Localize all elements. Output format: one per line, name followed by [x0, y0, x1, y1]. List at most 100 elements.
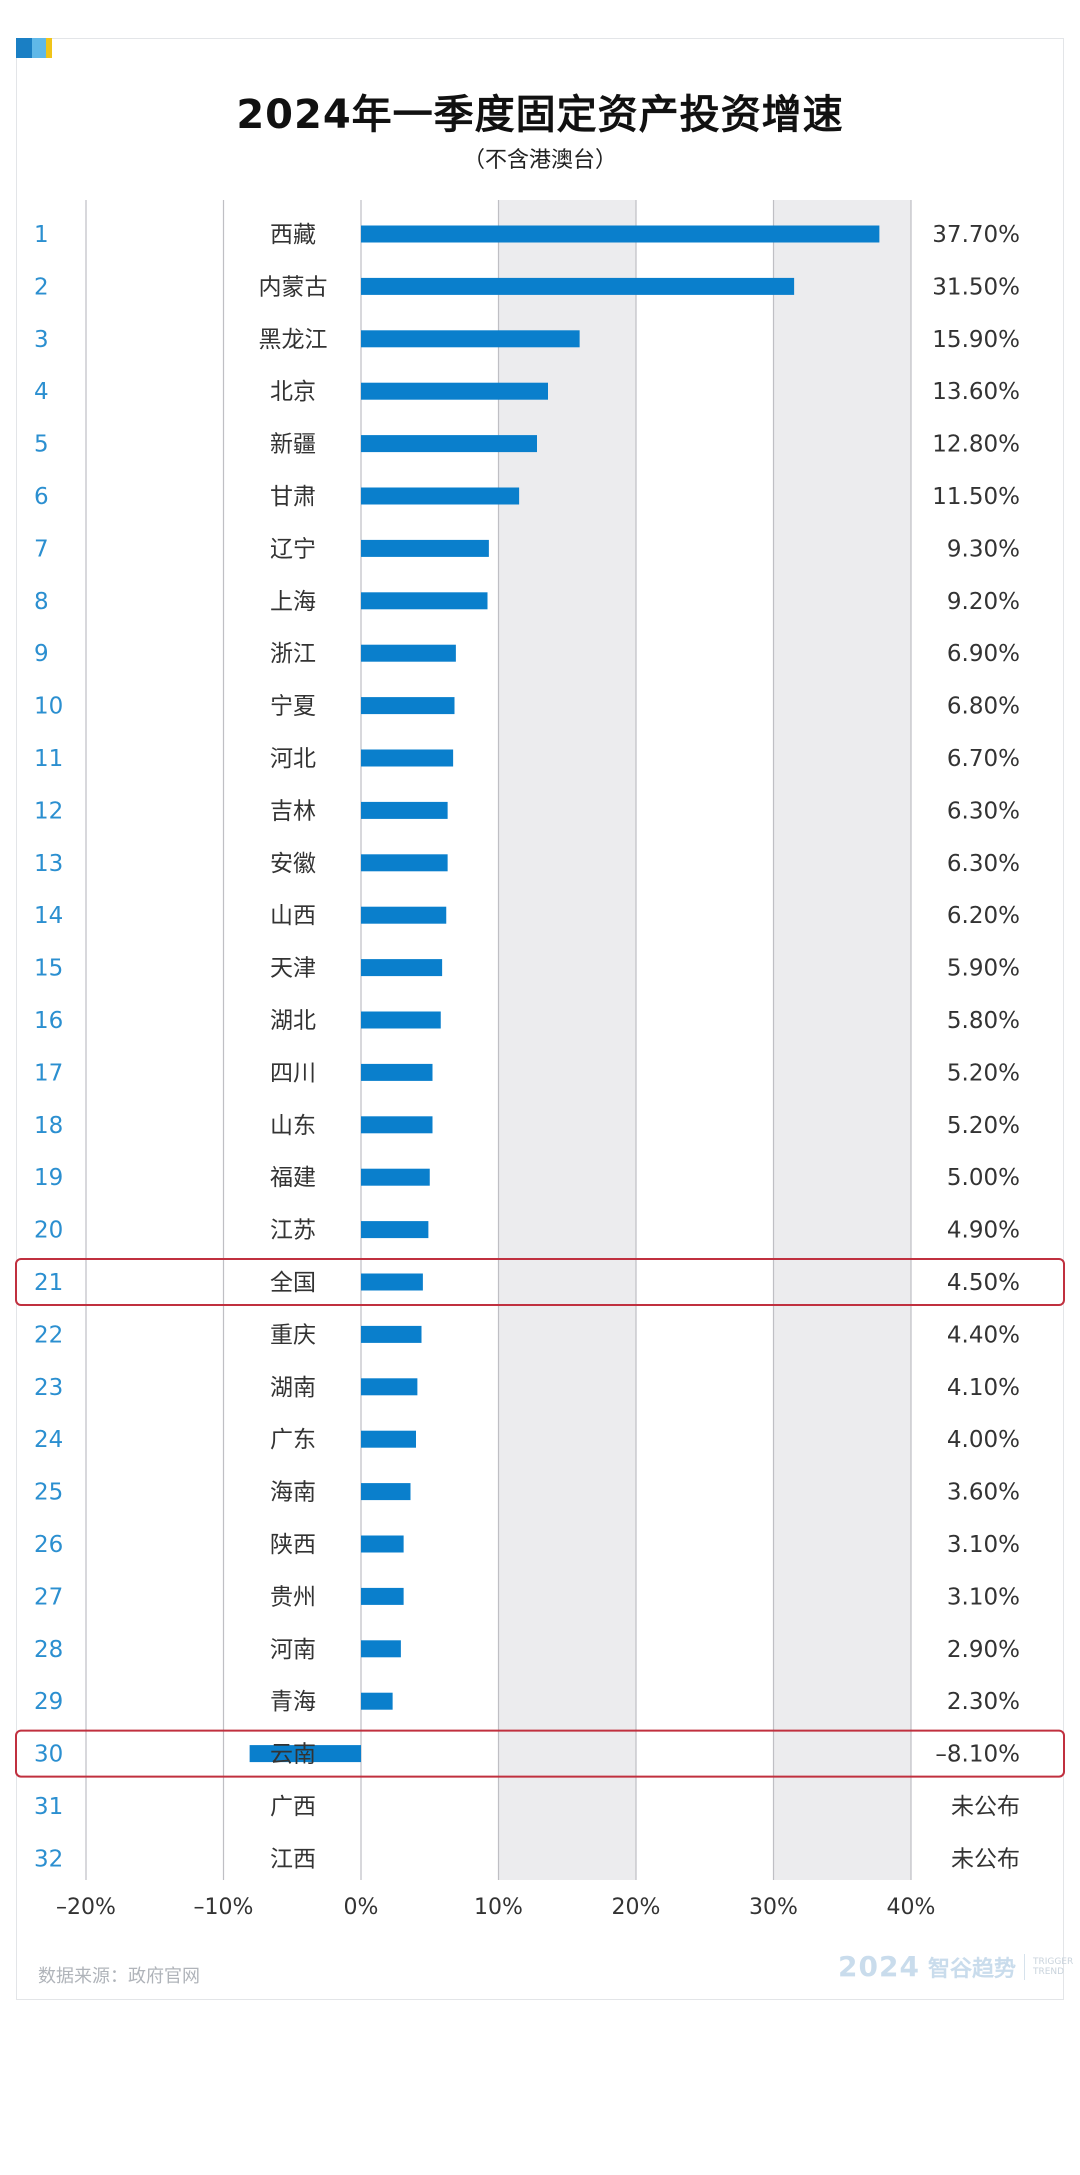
value-label: 5.80% [947, 1008, 1020, 1034]
bar [361, 1378, 418, 1396]
chart-title: 2024年一季度固定资产投资增速 [236, 92, 844, 138]
bar [361, 1063, 433, 1081]
bar [361, 1535, 404, 1553]
bar [361, 1116, 433, 1134]
x-tick-label: 20% [612, 1895, 661, 1920]
value-label: 3.10% [947, 1532, 1020, 1558]
rank-label: 17 [34, 1060, 63, 1086]
rank-label: 24 [34, 1427, 63, 1453]
x-tick-label: –10% [194, 1895, 254, 1920]
value-label: 6.30% [947, 851, 1020, 877]
rank-label: 29 [34, 1689, 63, 1715]
rank-label: 21 [34, 1270, 63, 1296]
rank-label: 27 [34, 1584, 63, 1610]
brand-separator [1023, 1953, 1025, 1980]
highlight-box [15, 1729, 1065, 1778]
x-tick-label: 40% [887, 1895, 936, 1920]
value-label: 5.00% [947, 1165, 1020, 1191]
value-label: 6.90% [947, 641, 1020, 667]
rank-label: 30 [34, 1742, 63, 1768]
bar [361, 539, 489, 557]
rank-label: 20 [34, 1218, 63, 1244]
bar [361, 1325, 422, 1343]
highlight-box [15, 1258, 1065, 1306]
value-label: 3.60% [947, 1480, 1020, 1506]
bar [361, 592, 488, 610]
rank-label: 6 [34, 484, 49, 510]
rank-label: 32 [34, 1846, 63, 1872]
region-label: 北京 [270, 379, 316, 405]
value-label: 37.70% [932, 222, 1020, 248]
brand-english-line1: TRIGGER [1032, 1956, 1074, 1967]
value-label: 4.10% [947, 1375, 1020, 1401]
x-tick-label: 30% [749, 1895, 798, 1920]
rank-label: 23 [34, 1375, 63, 1401]
value-label: 4.40% [947, 1322, 1020, 1348]
chart-subtitle: （不含港澳台） [462, 148, 617, 173]
bar [361, 1640, 401, 1658]
bar [361, 1692, 393, 1710]
value-label: 4.00% [947, 1427, 1020, 1453]
x-tick-label: 10% [474, 1895, 523, 1920]
rank-label: 26 [34, 1532, 63, 1558]
rank-label: 28 [34, 1637, 63, 1663]
region-label: 内蒙古 [259, 274, 328, 300]
value-label: 6.20% [947, 903, 1020, 929]
bar [361, 1011, 441, 1029]
region-label: 江西 [270, 1846, 316, 1872]
grid-band-2 [773, 200, 911, 1880]
region-label: 广东 [270, 1427, 316, 1453]
value-label: 6.30% [947, 798, 1020, 824]
value-label: –8.10% [935, 1742, 1020, 1768]
region-label: 安徽 [270, 851, 316, 877]
value-label: 31.50% [932, 274, 1020, 300]
rank-label: 5 [34, 432, 49, 458]
data-source-note: 数据来源：政府官网 [38, 1966, 200, 1987]
rank-label: 10 [34, 694, 63, 720]
brand-logo: 2024 智谷趋势 TRIGGER TREND [838, 1950, 1073, 1983]
bar [361, 382, 548, 400]
value-label: 2.90% [947, 1637, 1020, 1663]
bar [249, 1745, 361, 1763]
value-label: 11.50% [932, 484, 1020, 510]
rank-label: 25 [34, 1480, 63, 1506]
rank-label: 18 [34, 1113, 63, 1139]
corner-accent-blue [16, 38, 32, 58]
region-label: 广西 [270, 1794, 316, 1820]
rank-label: 2 [34, 274, 49, 300]
rank-label: 8 [34, 589, 49, 615]
bar [361, 1273, 423, 1291]
region-label: 湖南 [270, 1375, 316, 1401]
corner-accent-lightblue [32, 38, 46, 58]
value-label: 9.20% [947, 589, 1020, 615]
bar [361, 1483, 411, 1501]
bar [361, 697, 455, 715]
rank-label: 9 [34, 641, 49, 667]
rank-label: 14 [34, 903, 63, 929]
region-label: 新疆 [270, 432, 316, 458]
region-label: 山东 [270, 1113, 316, 1139]
bar [361, 1221, 429, 1239]
value-label: 5.20% [947, 1113, 1020, 1139]
region-label: 辽宁 [270, 536, 316, 562]
value-label: 4.50% [947, 1270, 1020, 1296]
value-label: 6.80% [947, 694, 1020, 720]
region-label: 甘肃 [270, 484, 316, 510]
rank-label: 15 [34, 956, 63, 982]
x-tick-label: 0% [344, 1895, 379, 1920]
value-label: 未公布 [951, 1794, 1020, 1820]
rank-label: 19 [34, 1165, 63, 1191]
value-label: 2.30% [947, 1689, 1020, 1715]
brand-english-line2: TREND [1032, 1966, 1065, 1977]
region-label: 全国 [270, 1270, 316, 1296]
region-label: 青海 [270, 1689, 316, 1715]
rank-label: 1 [34, 222, 49, 248]
rank-label: 12 [34, 798, 63, 824]
region-label: 贵州 [270, 1584, 316, 1610]
rank-label: 16 [34, 1008, 63, 1034]
bar [361, 959, 443, 977]
rank-label: 7 [34, 536, 49, 562]
bar [361, 330, 580, 348]
region-label: 宁夏 [270, 694, 316, 720]
